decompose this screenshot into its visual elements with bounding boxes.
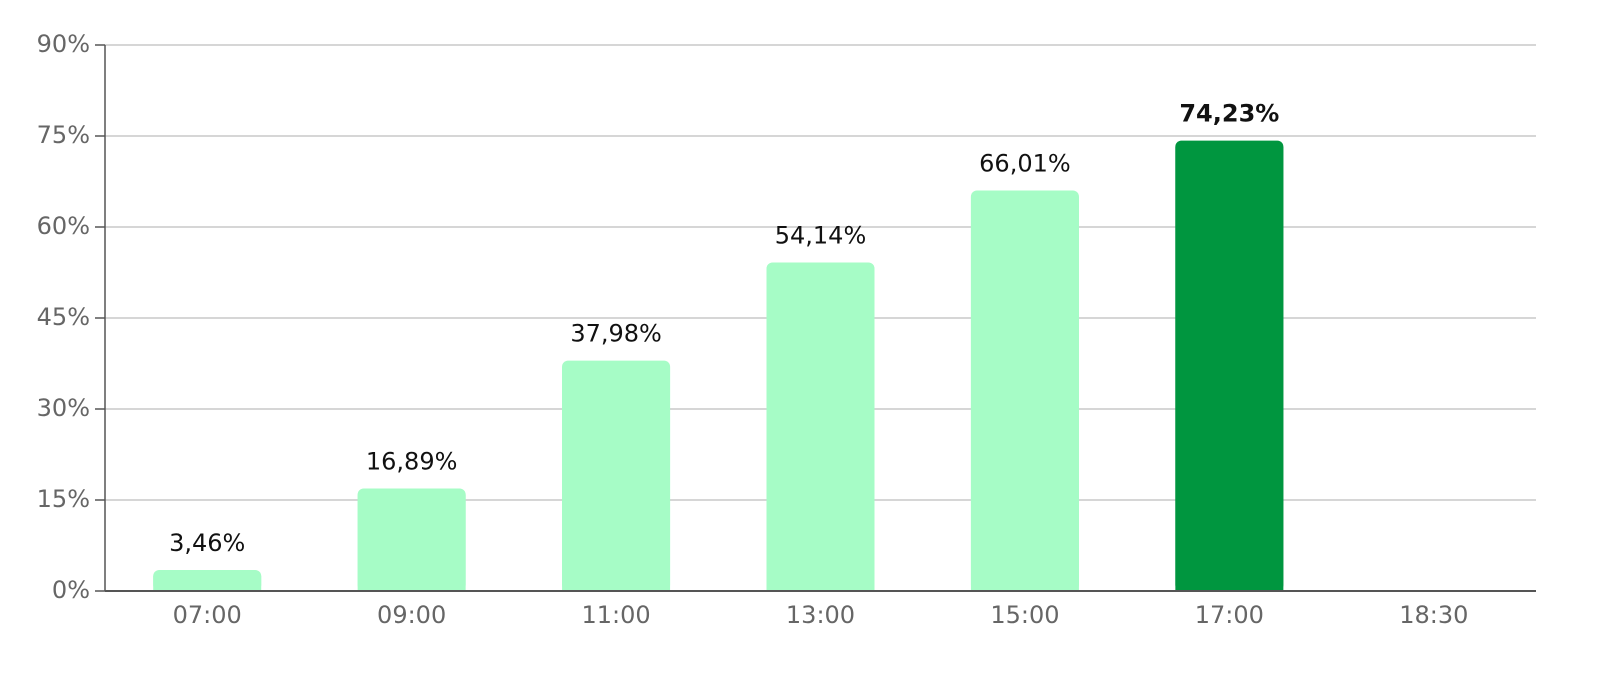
y-tick-label: 30% [37, 394, 90, 422]
x-tick-label: 17:00 [1195, 601, 1264, 629]
x-tick-label: 07:00 [173, 601, 242, 629]
bar-base [766, 268, 875, 591]
x-tick-label: 13:00 [786, 601, 855, 629]
y-tick-label: 0% [52, 576, 90, 604]
value-label: 3,46% [169, 529, 245, 557]
y-tick-label: 60% [37, 212, 90, 240]
y-tick-label: 75% [37, 121, 90, 149]
bar-base [562, 366, 671, 591]
x-tick-label: 11:00 [581, 601, 650, 629]
bar-base [970, 196, 1079, 591]
bar-base [357, 494, 466, 591]
bar-base [153, 576, 262, 591]
value-label: 37,98% [570, 320, 662, 348]
y-tick-label: 90% [37, 30, 90, 58]
value-label: 74,23% [1179, 100, 1279, 128]
y-tick-label: 45% [37, 303, 90, 331]
value-label: 54,14% [775, 222, 867, 250]
x-tick-label: 09:00 [377, 601, 446, 629]
value-label: 66,01% [979, 150, 1071, 178]
x-tick-label: 15:00 [990, 601, 1059, 629]
y-tick-label: 15% [37, 485, 90, 513]
x-tick-label: 18:30 [1399, 601, 1468, 629]
bar-base [1175, 146, 1284, 591]
value-label: 16,89% [366, 448, 458, 476]
